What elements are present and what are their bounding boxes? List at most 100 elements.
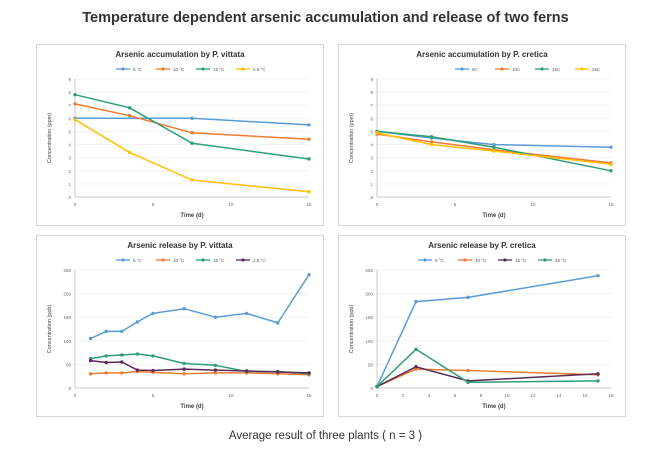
- data-point: [182, 367, 186, 371]
- data-point: [596, 273, 600, 278]
- x-tick-label: 15: [306, 202, 312, 207]
- legend-label: 15 °C: [515, 258, 527, 263]
- y-tick-label: 0: [68, 195, 71, 200]
- x-axis-label: Time (d): [180, 213, 203, 219]
- chart-panel-vittata-release: Arsenic release by P. vittata 0 50 100 150 20…: [36, 235, 324, 417]
- data-point: [609, 162, 613, 166]
- y-tick-label: 0: [370, 195, 373, 200]
- data-point: [190, 141, 194, 145]
- chart-panel-cretica-release: Arsenic release by P. cretica 0 50 100 150 20…: [338, 235, 626, 417]
- data-point: [88, 372, 93, 376]
- x-tick-label: 15: [306, 393, 312, 398]
- legend-marker: [423, 258, 427, 262]
- y-tick-label: 250: [63, 268, 71, 273]
- chart-svg: Arsenic accumulation by P. vittata 0 1 2 3 4 5…: [47, 50, 312, 219]
- y-tick-label: 200: [365, 292, 373, 297]
- x-tick-label: 10: [504, 393, 510, 398]
- y-tick-label: 7: [68, 103, 71, 108]
- footer-note: Average result of three plants ( n = 3 ): [228, 430, 423, 442]
- x-tick-label: 8: [480, 393, 483, 398]
- legend-marker: [161, 258, 165, 262]
- x-tick-label: 5: [152, 202, 155, 207]
- data-point: [135, 368, 140, 372]
- y-tick-label: 0: [68, 386, 71, 391]
- series-line: [90, 274, 310, 340]
- legend-label: 25 °C: [555, 258, 567, 263]
- x-tick-label: 10: [228, 202, 234, 207]
- legend-label: 10 °C: [475, 258, 487, 263]
- legend-marker: [121, 67, 125, 71]
- chart-svg: Arsenic accumulation by P. cretica 0 1 2 3 4 5…: [349, 50, 614, 219]
- data-point: [466, 380, 470, 385]
- y-tick-label: 7: [370, 103, 373, 108]
- x-tick-label: 4: [428, 393, 431, 398]
- legend-label: 5 °C: [133, 67, 143, 72]
- data-point: [120, 353, 124, 357]
- y-axis-label: Concentration (ppb): [47, 305, 53, 354]
- data-point: [375, 131, 379, 135]
- data-point: [276, 321, 280, 325]
- data-point: [135, 320, 140, 324]
- legend-marker: [121, 258, 125, 262]
- y-tick-label: 8: [370, 90, 373, 95]
- y-tick-label: 150: [365, 315, 373, 320]
- data-point: [127, 106, 132, 110]
- y-tick-label: 200: [63, 292, 71, 297]
- legend-marker: [543, 258, 547, 262]
- series-line: [376, 130, 612, 172]
- main-title: Temperature dependent arsenic accumulati…: [82, 10, 569, 26]
- legend-marker: [241, 258, 245, 262]
- chart-title: Arsenic accumulation by P. vittata: [115, 50, 245, 59]
- chart-title: Arsenic accumulation by P. cretica: [416, 50, 548, 59]
- data-point: [307, 273, 311, 277]
- data-point: [104, 354, 108, 358]
- data-point: [307, 123, 311, 127]
- data-point: [120, 360, 124, 364]
- data-point: [73, 93, 77, 97]
- y-tick-label: 2: [68, 169, 71, 174]
- data-point: [492, 142, 496, 147]
- series-line: [376, 348, 599, 388]
- y-tick-label: 9: [68, 77, 71, 82]
- y-axis-label: Concentration (ppm): [47, 113, 53, 163]
- x-tick-label: 0: [376, 202, 379, 207]
- legend-label: 15 °C: [213, 67, 225, 72]
- y-tick-label: 0: [370, 386, 373, 391]
- data-point: [151, 311, 155, 316]
- data-point: [213, 315, 218, 319]
- data-point: [127, 114, 132, 118]
- data-point: [307, 157, 311, 161]
- y-tick-label: 50: [368, 362, 374, 367]
- y-tick-label: 3: [370, 156, 373, 161]
- x-tick-label: 18: [608, 393, 614, 398]
- x-axis-label: Time (d): [482, 404, 505, 410]
- data-point: [120, 329, 124, 334]
- legend-marker: [161, 67, 165, 71]
- x-tick-label: 5: [454, 202, 457, 207]
- data-point: [414, 347, 418, 351]
- x-tick-label: 15: [608, 202, 614, 207]
- data-point: [151, 354, 155, 358]
- legend-label: 15 °C: [213, 258, 225, 263]
- data-point: [307, 371, 311, 375]
- legend-label: 2.5 °C: [253, 258, 266, 263]
- y-tick-label: 5: [68, 129, 71, 134]
- data-point: [307, 137, 311, 142]
- legend-label: 10C: [512, 67, 521, 72]
- legend-marker: [503, 258, 507, 262]
- legend-marker: [201, 258, 205, 262]
- series-line: [376, 366, 599, 388]
- chart-svg: Arsenic release by P. cretica05010015020…: [349, 241, 614, 410]
- chart-title: Arsenic release by P. vittata: [127, 241, 233, 250]
- series-line: [376, 132, 612, 165]
- data-point: [492, 145, 496, 149]
- data-point: [609, 145, 613, 149]
- data-point: [414, 365, 418, 369]
- data-point: [213, 368, 218, 372]
- series-line: [74, 118, 310, 193]
- y-tick-label: 150: [63, 315, 71, 320]
- data-point: [190, 116, 194, 121]
- data-point: [104, 371, 108, 375]
- data-point: [135, 352, 140, 356]
- x-tick-label: 0: [74, 393, 77, 398]
